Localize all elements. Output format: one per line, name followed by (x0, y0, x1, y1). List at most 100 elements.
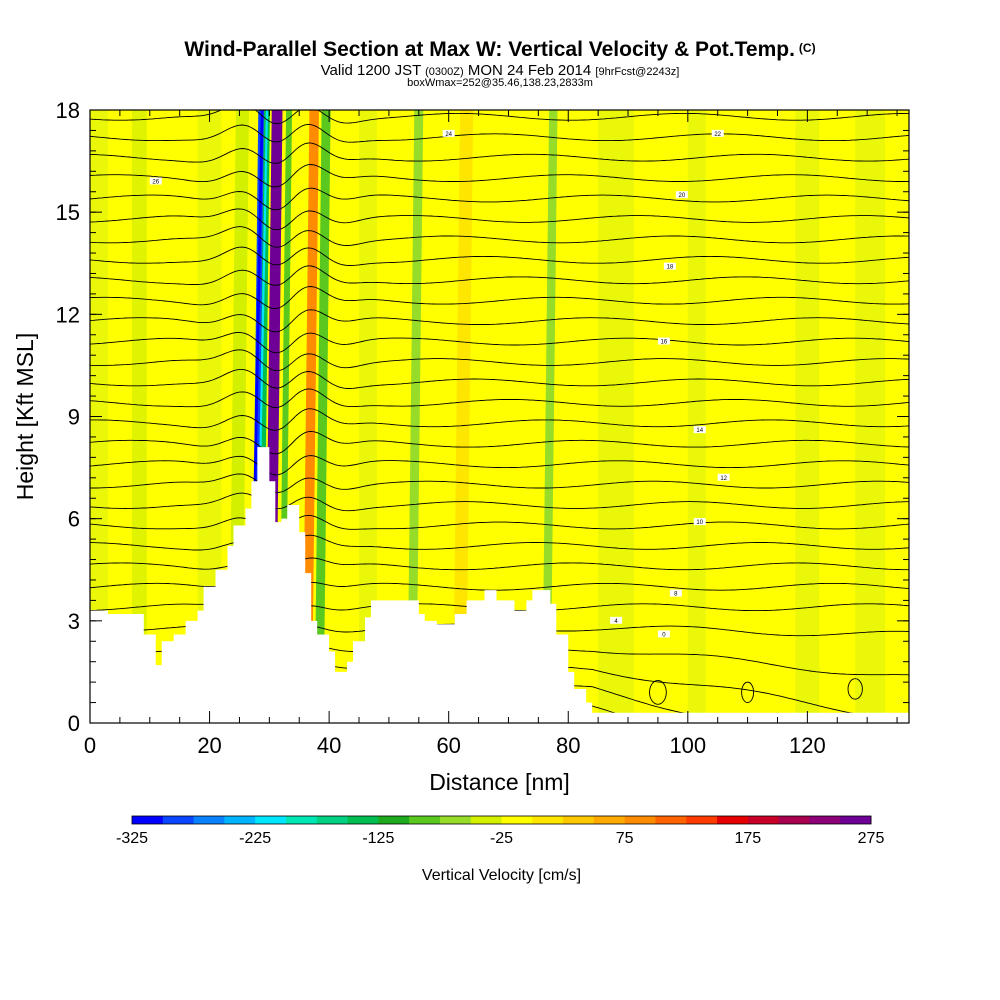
isentrope-label-0: 0 (657, 630, 670, 638)
colorbar-swatch (593, 816, 626, 824)
y-axis-label: Height [Kft MSL] (12, 333, 38, 500)
y-tick-label: 3 (68, 609, 80, 634)
svg-text:14: 14 (696, 428, 703, 434)
low-contour-2 (847, 678, 863, 700)
svg-text:4: 4 (614, 619, 618, 625)
chart-title-text: Wind-Parallel Section at Max W: Vertical… (184, 38, 795, 61)
isentrope-25 (90, 187, 909, 211)
y-tick-label: 18 (56, 98, 80, 123)
colorbar-tick-label: -225 (239, 830, 271, 847)
isentrope-8 (90, 534, 909, 553)
chart-subtitle: Valid 1200 JST (0300Z) MON 24 Feb 2014 [… (0, 62, 1000, 79)
colorbar-swatch (840, 816, 872, 824)
colorbar-swatch (747, 816, 780, 824)
isentrope-20 (90, 286, 909, 310)
isentrope-24 (90, 208, 909, 231)
isentrope-28 (90, 123, 909, 143)
x-axis: 0 20 40 60 80 100 120 (84, 110, 898, 758)
w-band-5 (302, 110, 319, 723)
y-tick-label: 9 (68, 405, 80, 430)
x-tick-label: 120 (789, 733, 826, 758)
isentrope-label-6: 16 (657, 337, 670, 346)
colorbar-swatch (378, 816, 410, 824)
isentrope-17 (90, 349, 909, 372)
low-contour-1 (741, 681, 755, 704)
svg-text:24: 24 (445, 132, 452, 138)
colorbar-swatch (532, 816, 564, 824)
colorbar-tick-label: -125 (362, 830, 394, 847)
x-axis-label: Distance [nm] (429, 769, 570, 795)
y-axis: 0 3 6 9 12 15 18 (56, 98, 909, 736)
isentrope-label-11: 26 (149, 177, 162, 186)
colorbar-swatch (778, 816, 810, 824)
colorbar-swatch (470, 816, 502, 824)
isentrope-label-2: 8 (669, 589, 682, 598)
isentrope-23 (90, 226, 909, 248)
x-tick-label: 60 (436, 733, 460, 758)
svg-text:26: 26 (152, 180, 159, 186)
w-band-9 (541, 110, 558, 723)
isentrope-label-3: 10 (693, 518, 706, 526)
chart-title: Wind-Parallel Section at Max W: Vertical… (0, 38, 1000, 62)
colorbar-tick-label: 175 (734, 830, 761, 847)
isentrope-label-1: 4 (610, 616, 623, 625)
colorbar-swatch (316, 816, 349, 824)
svg-text:12: 12 (720, 476, 727, 482)
w-band-core-1 (253, 110, 264, 485)
x-tick-label: 0 (84, 733, 96, 758)
x-tick-label: 80 (556, 733, 580, 758)
isentrope-label-5: 14 (693, 426, 706, 434)
isentrope-label-4: 12 (717, 473, 730, 482)
isentrope-label-10: 24 (442, 129, 455, 138)
svg-text:20: 20 (678, 193, 685, 199)
colorbar-swatch (285, 816, 318, 824)
svg-text:10: 10 (696, 520, 703, 526)
isentrope-21 (90, 265, 909, 286)
isentrope-14 (90, 408, 909, 431)
colorbar-swatch (809, 816, 841, 824)
svg-text:18: 18 (667, 265, 674, 271)
x-tick-label: 100 (669, 733, 706, 758)
colorbar-swatch (224, 816, 256, 824)
isentrope-15 (90, 388, 909, 409)
colorbar-swatch (686, 816, 718, 824)
y-tick-label: 6 (68, 507, 80, 532)
colorbar-tick-label: 275 (858, 830, 885, 847)
colorbar-swatch (624, 816, 656, 824)
isentrope-29 (90, 110, 909, 125)
background-shade-4 (598, 110, 635, 723)
low-contour-0 (649, 679, 667, 705)
isentrope-label-9: 22 (711, 129, 724, 138)
colorbar-swatch (409, 816, 441, 824)
colorbar-swatch (439, 816, 472, 824)
isentrope-7 (90, 557, 909, 575)
w-band-core-2 (258, 110, 268, 485)
terrain-mask (90, 447, 909, 723)
colorbar-swatch (162, 816, 195, 824)
isentrope-12 (90, 455, 909, 476)
isentrope-18 (90, 331, 909, 354)
colorbar-swatch (347, 816, 379, 824)
colorbar-frame (131, 815, 872, 825)
colorbar-label: Vertical Velocity [cm/s] (422, 867, 581, 884)
colorbar-swatch (563, 816, 595, 824)
colorbar-tick-label: 75 (616, 830, 634, 847)
isentrope-label-7: 18 (663, 262, 676, 271)
colorbar-swatch (255, 816, 287, 824)
x-tick-label: 20 (197, 733, 221, 758)
isentrope-27 (90, 142, 909, 164)
isentrope-26 (90, 164, 909, 188)
isentrope-11 (90, 473, 909, 493)
w-band-7 (407, 110, 424, 723)
isentrope-19 (90, 309, 909, 333)
background-shade-7 (855, 110, 886, 723)
svg-text:16: 16 (661, 340, 668, 346)
isentrope-9 (90, 514, 909, 532)
y-tick-label: 12 (56, 302, 80, 327)
forecast-info: [9hrFcst@2243z] (595, 66, 680, 78)
isentrope-13 (90, 430, 909, 455)
colorbar-tick-label: -25 (490, 830, 513, 847)
isentrope-22 (90, 246, 909, 266)
isentrope-10 (90, 492, 909, 512)
